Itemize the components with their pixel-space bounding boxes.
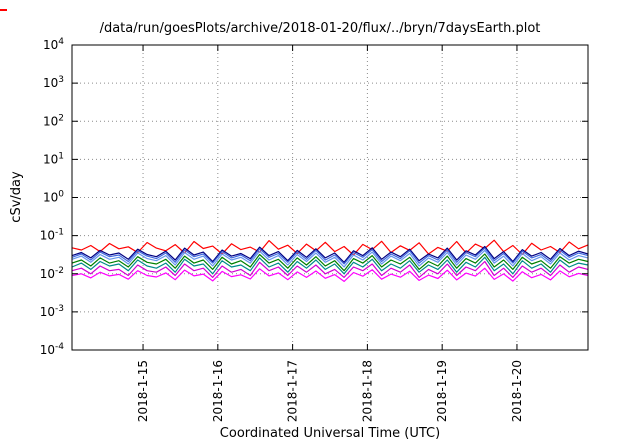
series-green <box>71 253 589 272</box>
series-magenta <box>71 260 589 278</box>
stray-red-mark <box>0 9 7 11</box>
x-tick-label: 2018-1-18 <box>360 360 374 422</box>
plot-title: /data/run/goesPlots/archive/2018-01-20/f… <box>99 21 541 36</box>
y-tick-label: 104 <box>43 37 64 52</box>
x-tick-label: 2018-1-20 <box>510 360 524 422</box>
series-lightblue <box>71 249 589 268</box>
plot-border <box>71 44 589 351</box>
y-tick-label: 10-2 <box>40 266 64 281</box>
axis-ticks <box>72 44 588 351</box>
x-tick-label: 2018-1-19 <box>435 360 449 422</box>
series-royalblue <box>71 247 589 265</box>
x-tick-label: 2018-1-15 <box>136 360 150 422</box>
series-red <box>71 239 589 256</box>
y-tick-label: 10-4 <box>40 342 65 357</box>
x-tick-label: 2018-1-17 <box>286 360 300 422</box>
x-axis-label: Coordinated Universal Time (UTC) <box>219 426 441 441</box>
y-tick-label: 10-3 <box>40 304 64 319</box>
series-teal <box>71 256 589 275</box>
grid-lines <box>72 44 588 351</box>
y-tick-label: 100 <box>43 190 64 205</box>
x-tick-label: 2018-1-16 <box>211 360 225 422</box>
series-navy <box>71 245 589 263</box>
y-tick-label: 10-1 <box>40 228 64 243</box>
y-tick-label: 103 <box>43 75 64 90</box>
y-tick-label: 102 <box>43 113 64 128</box>
y-tick-label: 101 <box>43 151 64 166</box>
series-pink <box>71 267 589 282</box>
